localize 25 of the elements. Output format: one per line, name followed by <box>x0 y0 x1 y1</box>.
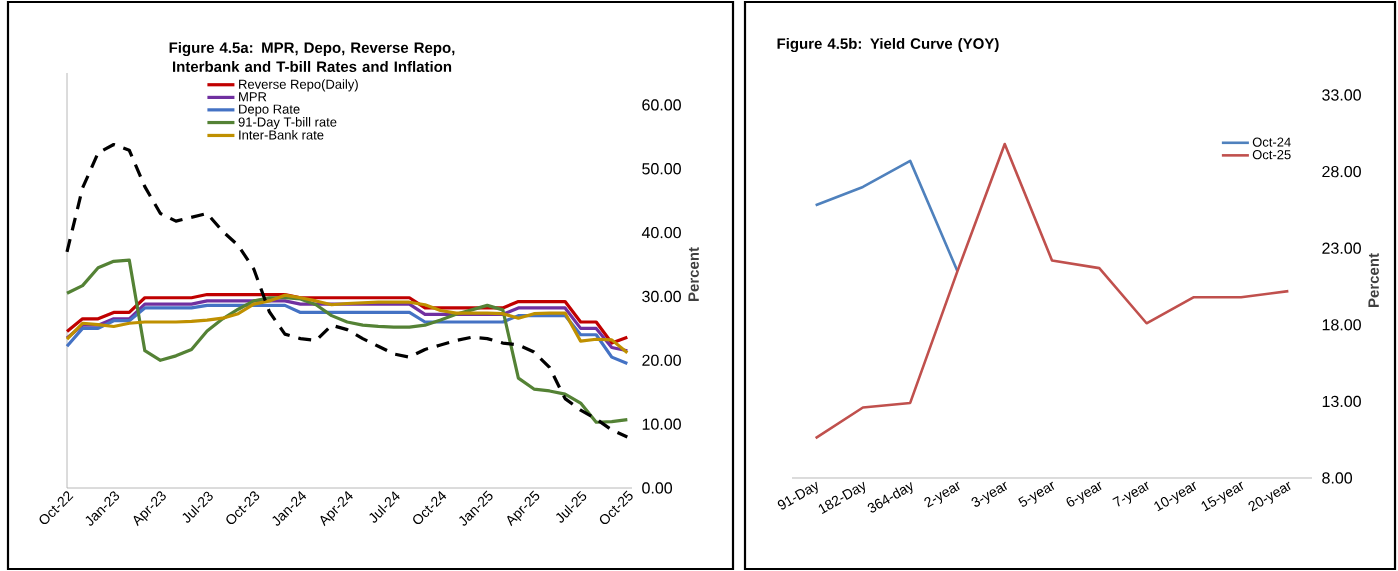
y-tick-label: 28.00 <box>1322 165 1361 178</box>
y-tick-label: 23.00 <box>1322 242 1361 254</box>
legend-label: Reverse Repo(Daily) <box>239 79 358 92</box>
legend-label: Oct-25 <box>1252 150 1291 160</box>
y-tick-label: 40.00 <box>641 226 681 239</box>
line-series <box>814 159 959 273</box>
y-axis-title: Percent <box>688 247 699 302</box>
y-tick-label: 8.00 <box>1322 472 1353 484</box>
y-tick-label: 33.00 <box>1322 89 1361 101</box>
y-tick-label: 0.00 <box>642 482 673 494</box>
y-tick-label: 60.00 <box>642 99 681 111</box>
legend-label: 91-Day T-bill rate <box>238 117 337 130</box>
y-tick-label: 13.00 <box>1322 395 1361 408</box>
chart-title: Figure 4.5a: MPR, Depo, Reverse Repo, Interbank and T-bill Rates and Inflation <box>169 41 455 72</box>
y-tick-label: 18.00 <box>1322 319 1361 331</box>
legend-label: Oct-24 <box>1252 137 1291 147</box>
chart-title: Figure 4.5b: Yield Curve (YOY) <box>777 37 999 53</box>
y-tick-label: 10.00 <box>642 418 681 430</box>
y-tick-label: 20.00 <box>642 354 681 366</box>
y-tick-label: 30.00 <box>642 290 681 303</box>
legend-label: MPR <box>239 92 267 102</box>
y-tick-label: 50.00 <box>642 163 681 175</box>
legend-label: Depo Rate <box>239 104 300 117</box>
legend-label: Inter-Bank rate <box>239 130 324 140</box>
y-axis-title: Percent <box>1368 253 1379 308</box>
